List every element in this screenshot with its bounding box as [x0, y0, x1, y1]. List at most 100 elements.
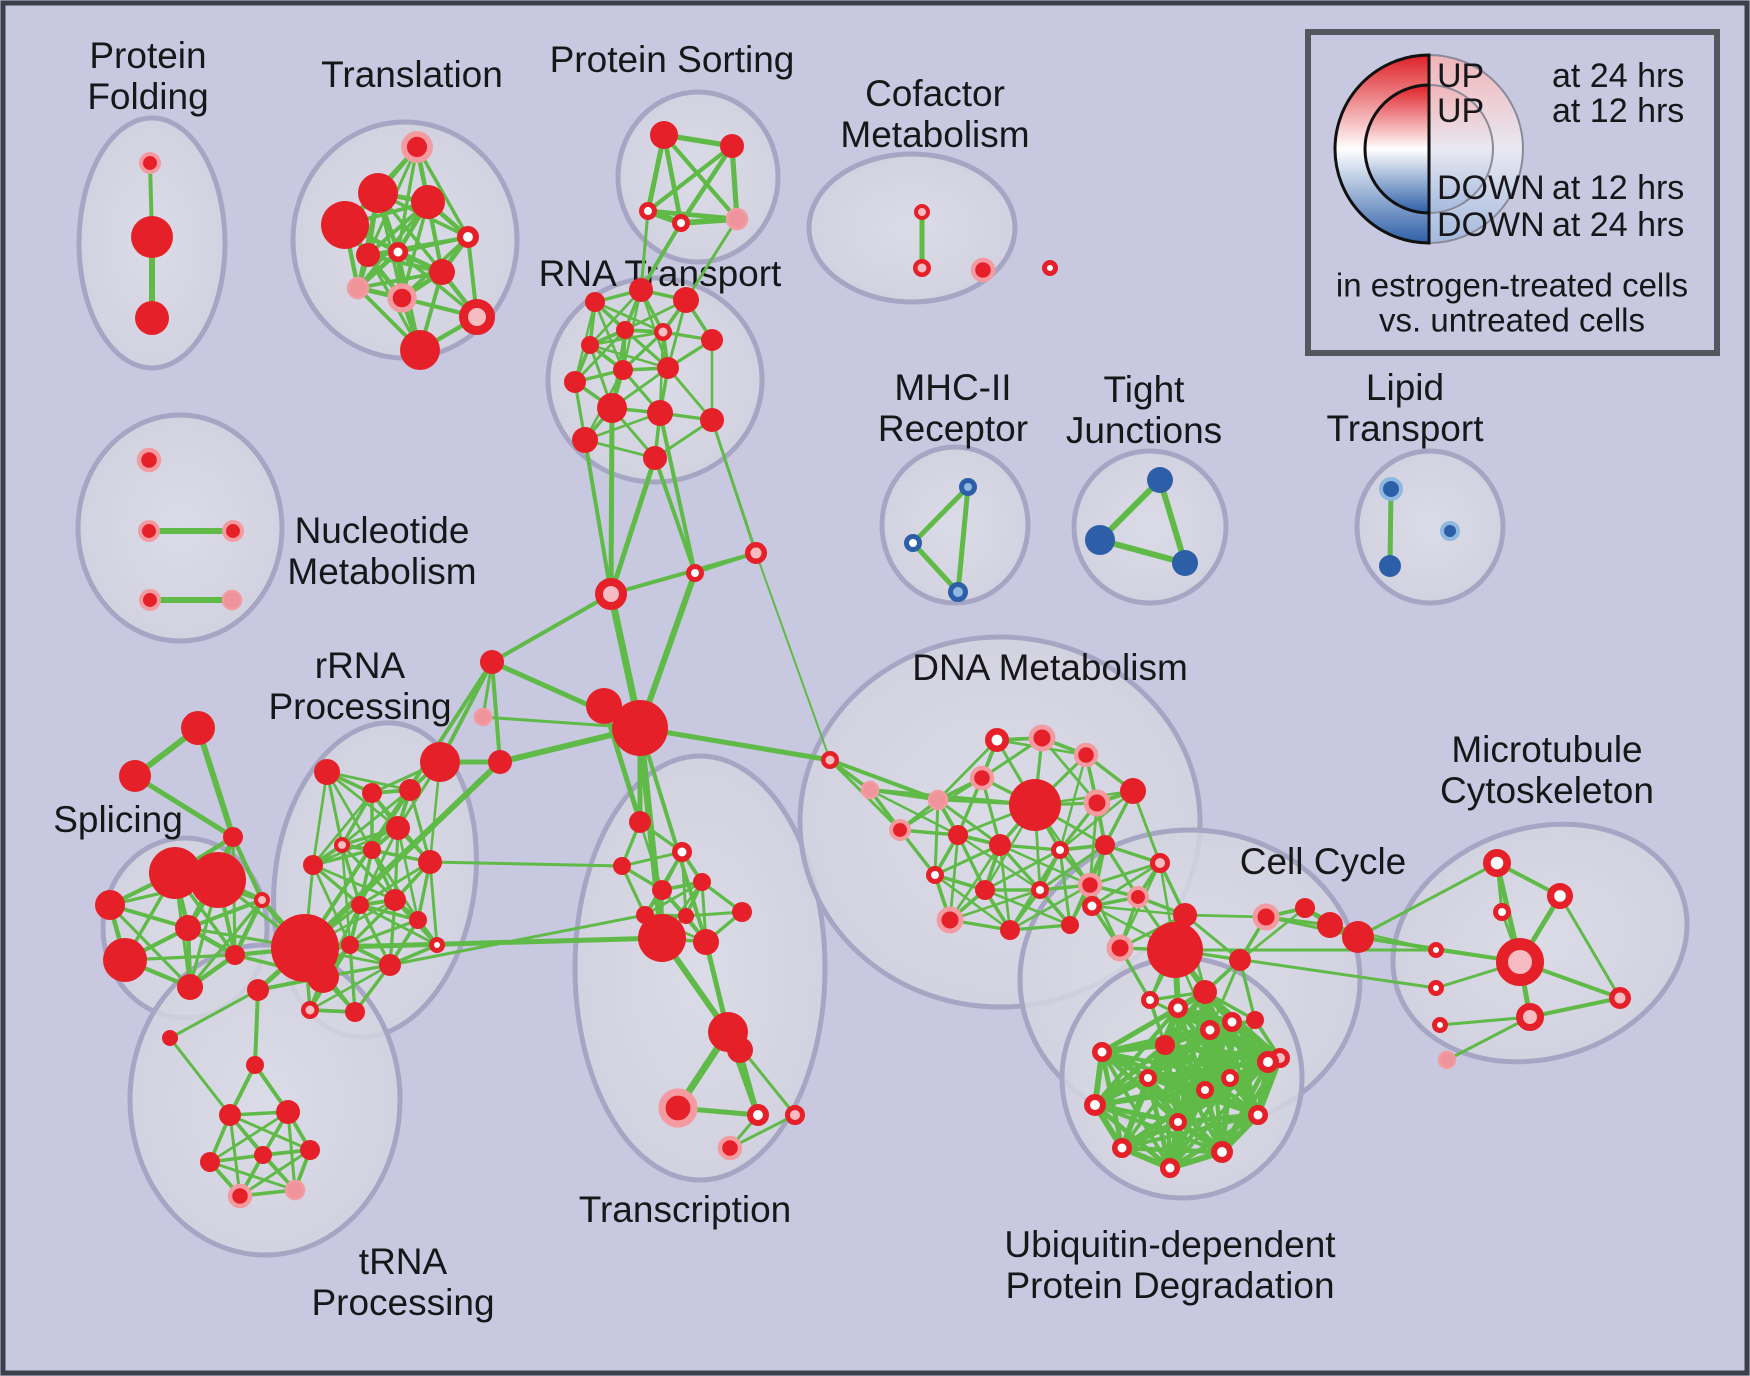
- node-U6: [1160, 1158, 1180, 1178]
- node-CCk: [1295, 898, 1315, 918]
- network-edge: [415, 145, 470, 239]
- cluster-label-protein-folding: Protein: [89, 35, 206, 76]
- node-D10: [989, 834, 1011, 856]
- node-TC16: [717, 1135, 743, 1161]
- node-TR1: [247, 979, 269, 1001]
- node-RR13: [379, 954, 401, 976]
- network-edge: [1157, 477, 1188, 566]
- network-edge: [303, 660, 494, 950]
- node-N2: [137, 519, 161, 543]
- node-U3: [1257, 1051, 1280, 1074]
- node-U5: [1211, 1141, 1234, 1164]
- node-TR8: [300, 1140, 320, 1160]
- node-K2: [473, 707, 493, 727]
- node-D15: [1031, 881, 1049, 899]
- node-TC15: [785, 1105, 805, 1125]
- network-edge: [601, 703, 643, 825]
- cluster-label-tight-junctions: Junctions: [1066, 410, 1222, 451]
- node-PS2: [720, 134, 744, 158]
- network-edge: [910, 540, 961, 595]
- network-edge: [653, 456, 697, 575]
- network-edge: [1038, 843, 1107, 892]
- network-edge: [1090, 861, 1162, 908]
- node-R1: [585, 292, 605, 312]
- node-D5: [927, 789, 949, 811]
- network-edge: [311, 848, 374, 867]
- legend-direction-label: DOWN: [1437, 206, 1545, 244]
- network-edge: [358, 860, 432, 907]
- node-TC1: [629, 811, 651, 833]
- node-TJ3: [1172, 550, 1198, 576]
- node-TC4: [652, 880, 672, 900]
- node-U9: [1092, 1042, 1112, 1062]
- legend-time-label: at 12 hrs: [1552, 92, 1684, 130]
- network-edge: [311, 791, 374, 867]
- cluster-label-cell-cycle: Cell Cycle: [1240, 841, 1407, 882]
- cluster-label-lipid-transport: Lipid: [1366, 367, 1444, 408]
- node-TR6: [200, 1152, 220, 1172]
- node-S7: [225, 945, 245, 965]
- network-edge: [1099, 1049, 1181, 1125]
- cluster-label-ubiquitin-degradation: Ubiquitin-dependent: [1004, 1224, 1336, 1265]
- node-TC2: [672, 842, 692, 862]
- node-T10: [459, 299, 495, 335]
- network-edge: [573, 328, 627, 384]
- node-D19: [1061, 916, 1079, 934]
- node-L1: [1379, 477, 1403, 501]
- node-MT8: [1609, 987, 1631, 1009]
- cluster-label-trna-processing: tRNA: [359, 1241, 448, 1282]
- node-PF2: [131, 216, 173, 258]
- network-edge: [340, 791, 374, 847]
- node-N1: [136, 447, 162, 473]
- node-M2: [904, 534, 922, 552]
- node-R14: [700, 408, 724, 432]
- network-edge: [956, 833, 1042, 892]
- network-edge: [1356, 861, 1499, 939]
- network-edge: [658, 411, 697, 575]
- node-RR9: [351, 896, 369, 914]
- legend-direction-label: DOWN: [1437, 169, 1545, 207]
- node-TC9: [693, 929, 719, 955]
- cluster-label-lipid-transport: Transport: [1327, 408, 1485, 449]
- node-D3: [1073, 742, 1099, 768]
- network-edge: [639, 221, 683, 292]
- network-edge: [1058, 789, 1135, 852]
- network-edge: [230, 834, 265, 903]
- network-edge: [1090, 904, 1187, 917]
- network-edge: [356, 270, 444, 290]
- network-edge: [637, 725, 833, 763]
- cluster-label-protein-sorting: Protein Sorting: [550, 39, 795, 80]
- network-edge: [998, 843, 1012, 932]
- node-D2: [1028, 724, 1056, 752]
- network-edge: [955, 484, 971, 595]
- node-T3: [321, 201, 369, 249]
- node-TR4: [219, 1104, 241, 1126]
- node-K1: [480, 650, 504, 674]
- network-edge: [638, 726, 708, 944]
- network-edge: [1099, 989, 1208, 1055]
- legend-direction-label: UP: [1437, 57, 1484, 95]
- node-CM2: [913, 259, 931, 277]
- legend-direction-label: UP: [1437, 92, 1484, 130]
- node-N3: [221, 519, 245, 543]
- network-edge: [661, 132, 740, 222]
- node-T7: [429, 259, 455, 285]
- network-edge: [678, 143, 735, 226]
- node-R4: [616, 321, 634, 339]
- node-D21: [860, 780, 880, 800]
- node-R6: [581, 336, 599, 354]
- node-CCs: [1155, 1035, 1175, 1055]
- node-RR1: [314, 759, 340, 785]
- node-TC5: [693, 873, 711, 891]
- node-TJ1: [1147, 467, 1173, 493]
- network-edge: [490, 592, 613, 664]
- network-edge: [195, 725, 236, 840]
- network-edge: [588, 288, 643, 347]
- network-edge: [639, 209, 650, 292]
- node-M1: [959, 478, 977, 496]
- network-edge: [948, 888, 1042, 922]
- cluster-label-ubiquitin-degradation: Protein Degradation: [1005, 1265, 1334, 1306]
